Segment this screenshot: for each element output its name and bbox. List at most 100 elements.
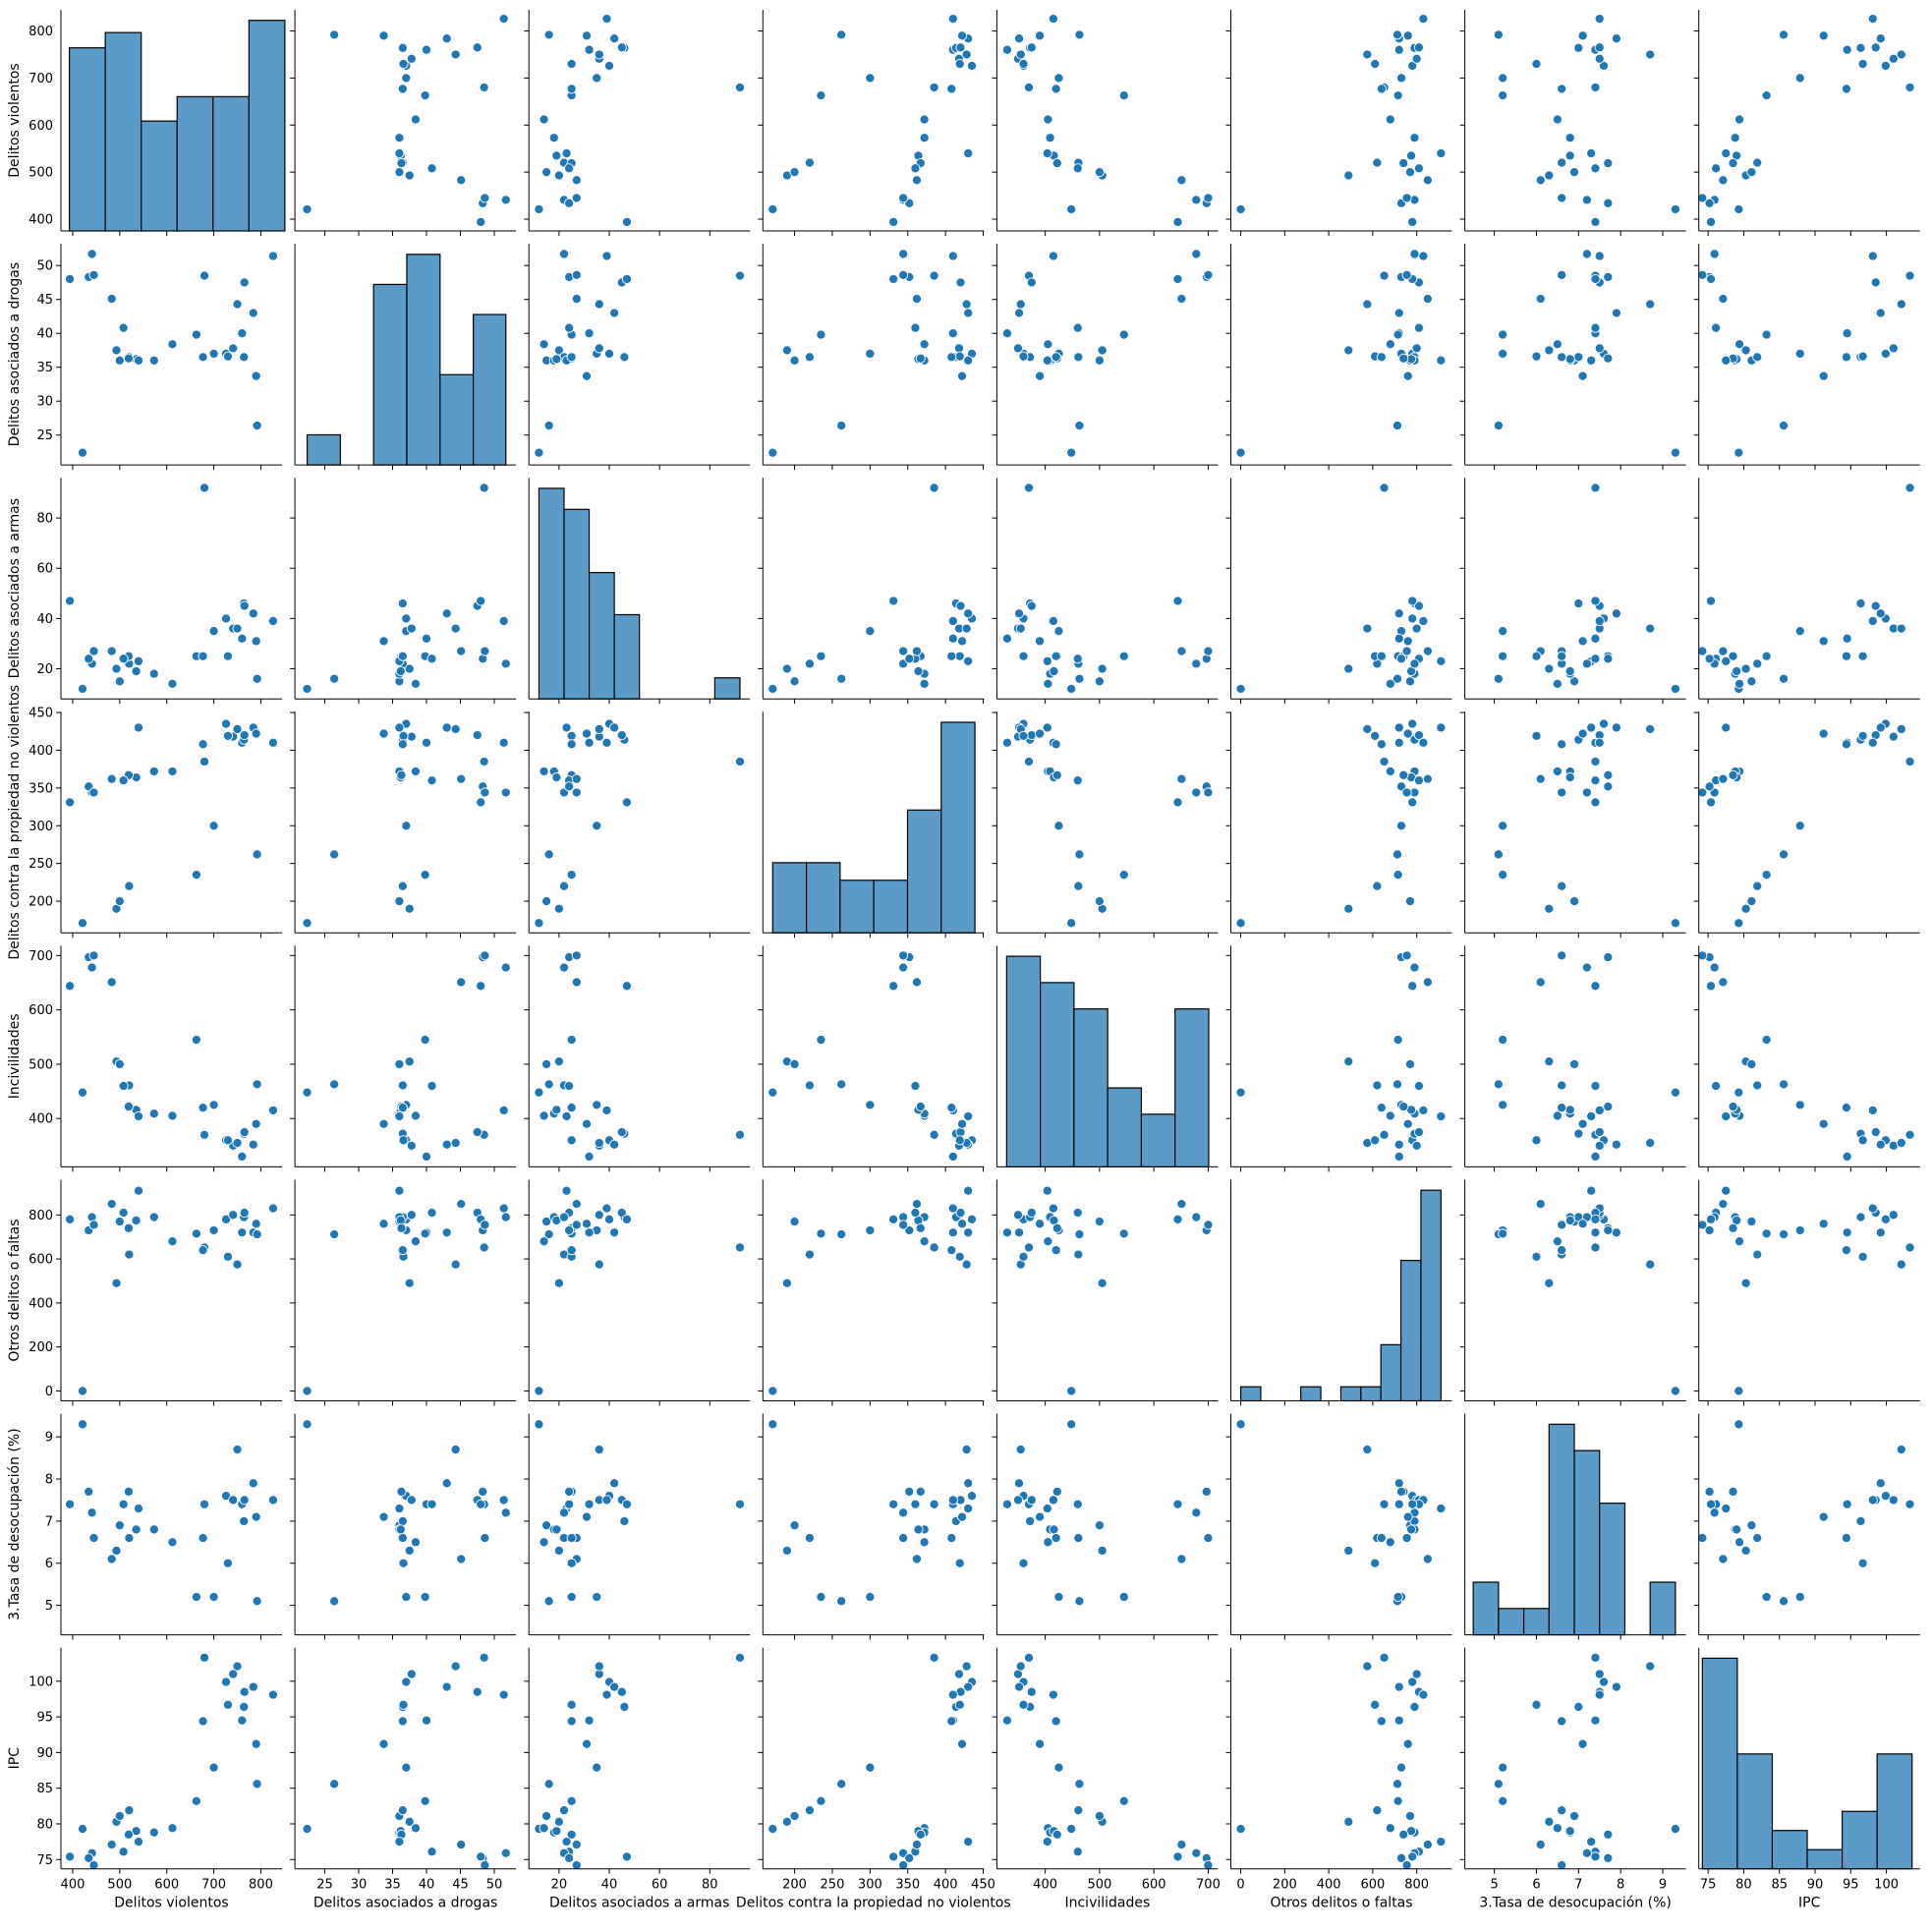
- x-tick-label: 5: [1490, 1878, 1498, 1893]
- scatter-point: [401, 613, 412, 624]
- scatter-point: [450, 1661, 461, 1672]
- scatter-point: [910, 163, 921, 174]
- scatter-point: [398, 1699, 409, 1710]
- scatter-point: [621, 981, 632, 992]
- cell-3-1: [290, 711, 517, 938]
- scatter-point: [1718, 175, 1729, 186]
- scatter-point: [1074, 421, 1085, 431]
- scatter-point: [397, 1532, 408, 1544]
- scatter-point: [208, 348, 219, 359]
- scatter-point: [1362, 1661, 1373, 1672]
- scatter-point: [1042, 1503, 1052, 1514]
- scatter-point: [65, 596, 76, 606]
- scatter-point: [1385, 114, 1395, 125]
- scatter-point: [913, 1524, 924, 1535]
- scatter-point: [228, 1669, 239, 1679]
- scatter-point: [1012, 1210, 1024, 1221]
- scatter-point: [1042, 147, 1052, 159]
- scatter-point: [106, 1554, 117, 1564]
- x-tick-label: 500: [107, 1878, 132, 1893]
- scatter-point: [123, 1101, 134, 1112]
- scatter-point: [558, 881, 570, 891]
- scatter-point: [148, 668, 159, 679]
- x-axis-label-delitos-asociados-a-armas: Delitos asociados a armas: [549, 1896, 729, 1911]
- scatter-point: [404, 903, 415, 914]
- cell-3-2: [524, 711, 751, 938]
- scatter-point: [616, 1208, 627, 1219]
- scatter-point: [1564, 1215, 1575, 1225]
- scatter-point: [888, 1851, 899, 1862]
- scatter-point: [956, 30, 968, 41]
- scatter-point: [601, 14, 612, 25]
- scatter-point: [1235, 918, 1246, 929]
- scatter-point: [478, 1486, 488, 1497]
- y-tick-label: 500: [28, 1057, 53, 1072]
- scatter-point: [1779, 29, 1790, 40]
- histogram-bar: [473, 313, 507, 466]
- scatter-point: [1401, 1532, 1412, 1544]
- histogram-bar: [538, 487, 565, 700]
- scatter-point: [1411, 623, 1422, 634]
- cell-6-6: [1464, 1413, 1686, 1640]
- scatter-point: [954, 59, 965, 70]
- scatter-point: [479, 1242, 489, 1253]
- scatter-point: [581, 30, 593, 41]
- scatter-point: [480, 1220, 490, 1230]
- scatter-point: [479, 82, 489, 93]
- scatter-point: [410, 114, 422, 125]
- scatter-point: [836, 1779, 847, 1790]
- scatter-point: [1393, 633, 1404, 644]
- scatter-point: [566, 1591, 577, 1603]
- scatter-point: [1018, 730, 1029, 741]
- scatter-point: [564, 1080, 575, 1092]
- scatter-point: [406, 1495, 417, 1506]
- scatter-point: [1392, 1779, 1403, 1790]
- scatter-point: [420, 870, 430, 881]
- scatter-point: [1343, 1816, 1354, 1827]
- scatter-point: [1718, 977, 1729, 988]
- scatter-point: [239, 600, 250, 611]
- scatter-point: [561, 1837, 572, 1847]
- y-tick-label: 6: [45, 1557, 53, 1571]
- cell-1-2: [524, 244, 751, 471]
- scatter-point: [1393, 1139, 1404, 1150]
- scatter-point: [865, 1224, 876, 1236]
- scatter-point: [1594, 1140, 1605, 1151]
- scatter-point: [1728, 1101, 1738, 1112]
- scatter-point: [1904, 1242, 1915, 1253]
- scatter-point: [543, 1779, 554, 1790]
- scatter-point: [1498, 1795, 1508, 1806]
- scatter-point: [1176, 646, 1187, 656]
- scatter-point: [888, 216, 899, 227]
- scatter-point: [571, 269, 582, 280]
- scatter-point: [329, 1779, 340, 1790]
- y-tick-label: 30: [36, 395, 53, 410]
- scatter-point: [1094, 1810, 1105, 1822]
- scatter-point: [961, 1259, 972, 1270]
- y-tick-label: 500: [28, 166, 53, 181]
- scatter-point: [1393, 722, 1404, 733]
- scatter-point: [1888, 53, 1899, 64]
- scatter-point: [1857, 1558, 1868, 1568]
- scatter-point: [498, 1105, 509, 1115]
- scatter-point: [566, 1558, 577, 1568]
- scatter-point: [1362, 1444, 1373, 1455]
- scatter-point: [1498, 870, 1508, 881]
- scatter-point: [1752, 881, 1763, 891]
- scatter-point: [148, 355, 159, 366]
- scatter-point: [816, 1034, 826, 1046]
- scatter-point: [898, 269, 909, 280]
- scatter-point: [404, 1545, 415, 1556]
- scatter-point: [1043, 1236, 1053, 1247]
- scatter-point: [1875, 608, 1886, 619]
- scatter-point: [898, 193, 909, 203]
- scatter-point: [1118, 651, 1129, 661]
- scatter-point: [1051, 769, 1062, 780]
- scatter-point: [619, 1701, 630, 1712]
- scatter-point: [1535, 977, 1546, 988]
- scatter-point: [904, 653, 915, 664]
- scatter-point: [1066, 683, 1077, 695]
- scatter-point: [237, 1151, 248, 1162]
- scatter-point: [1436, 655, 1447, 666]
- scatter-point: [539, 1823, 549, 1834]
